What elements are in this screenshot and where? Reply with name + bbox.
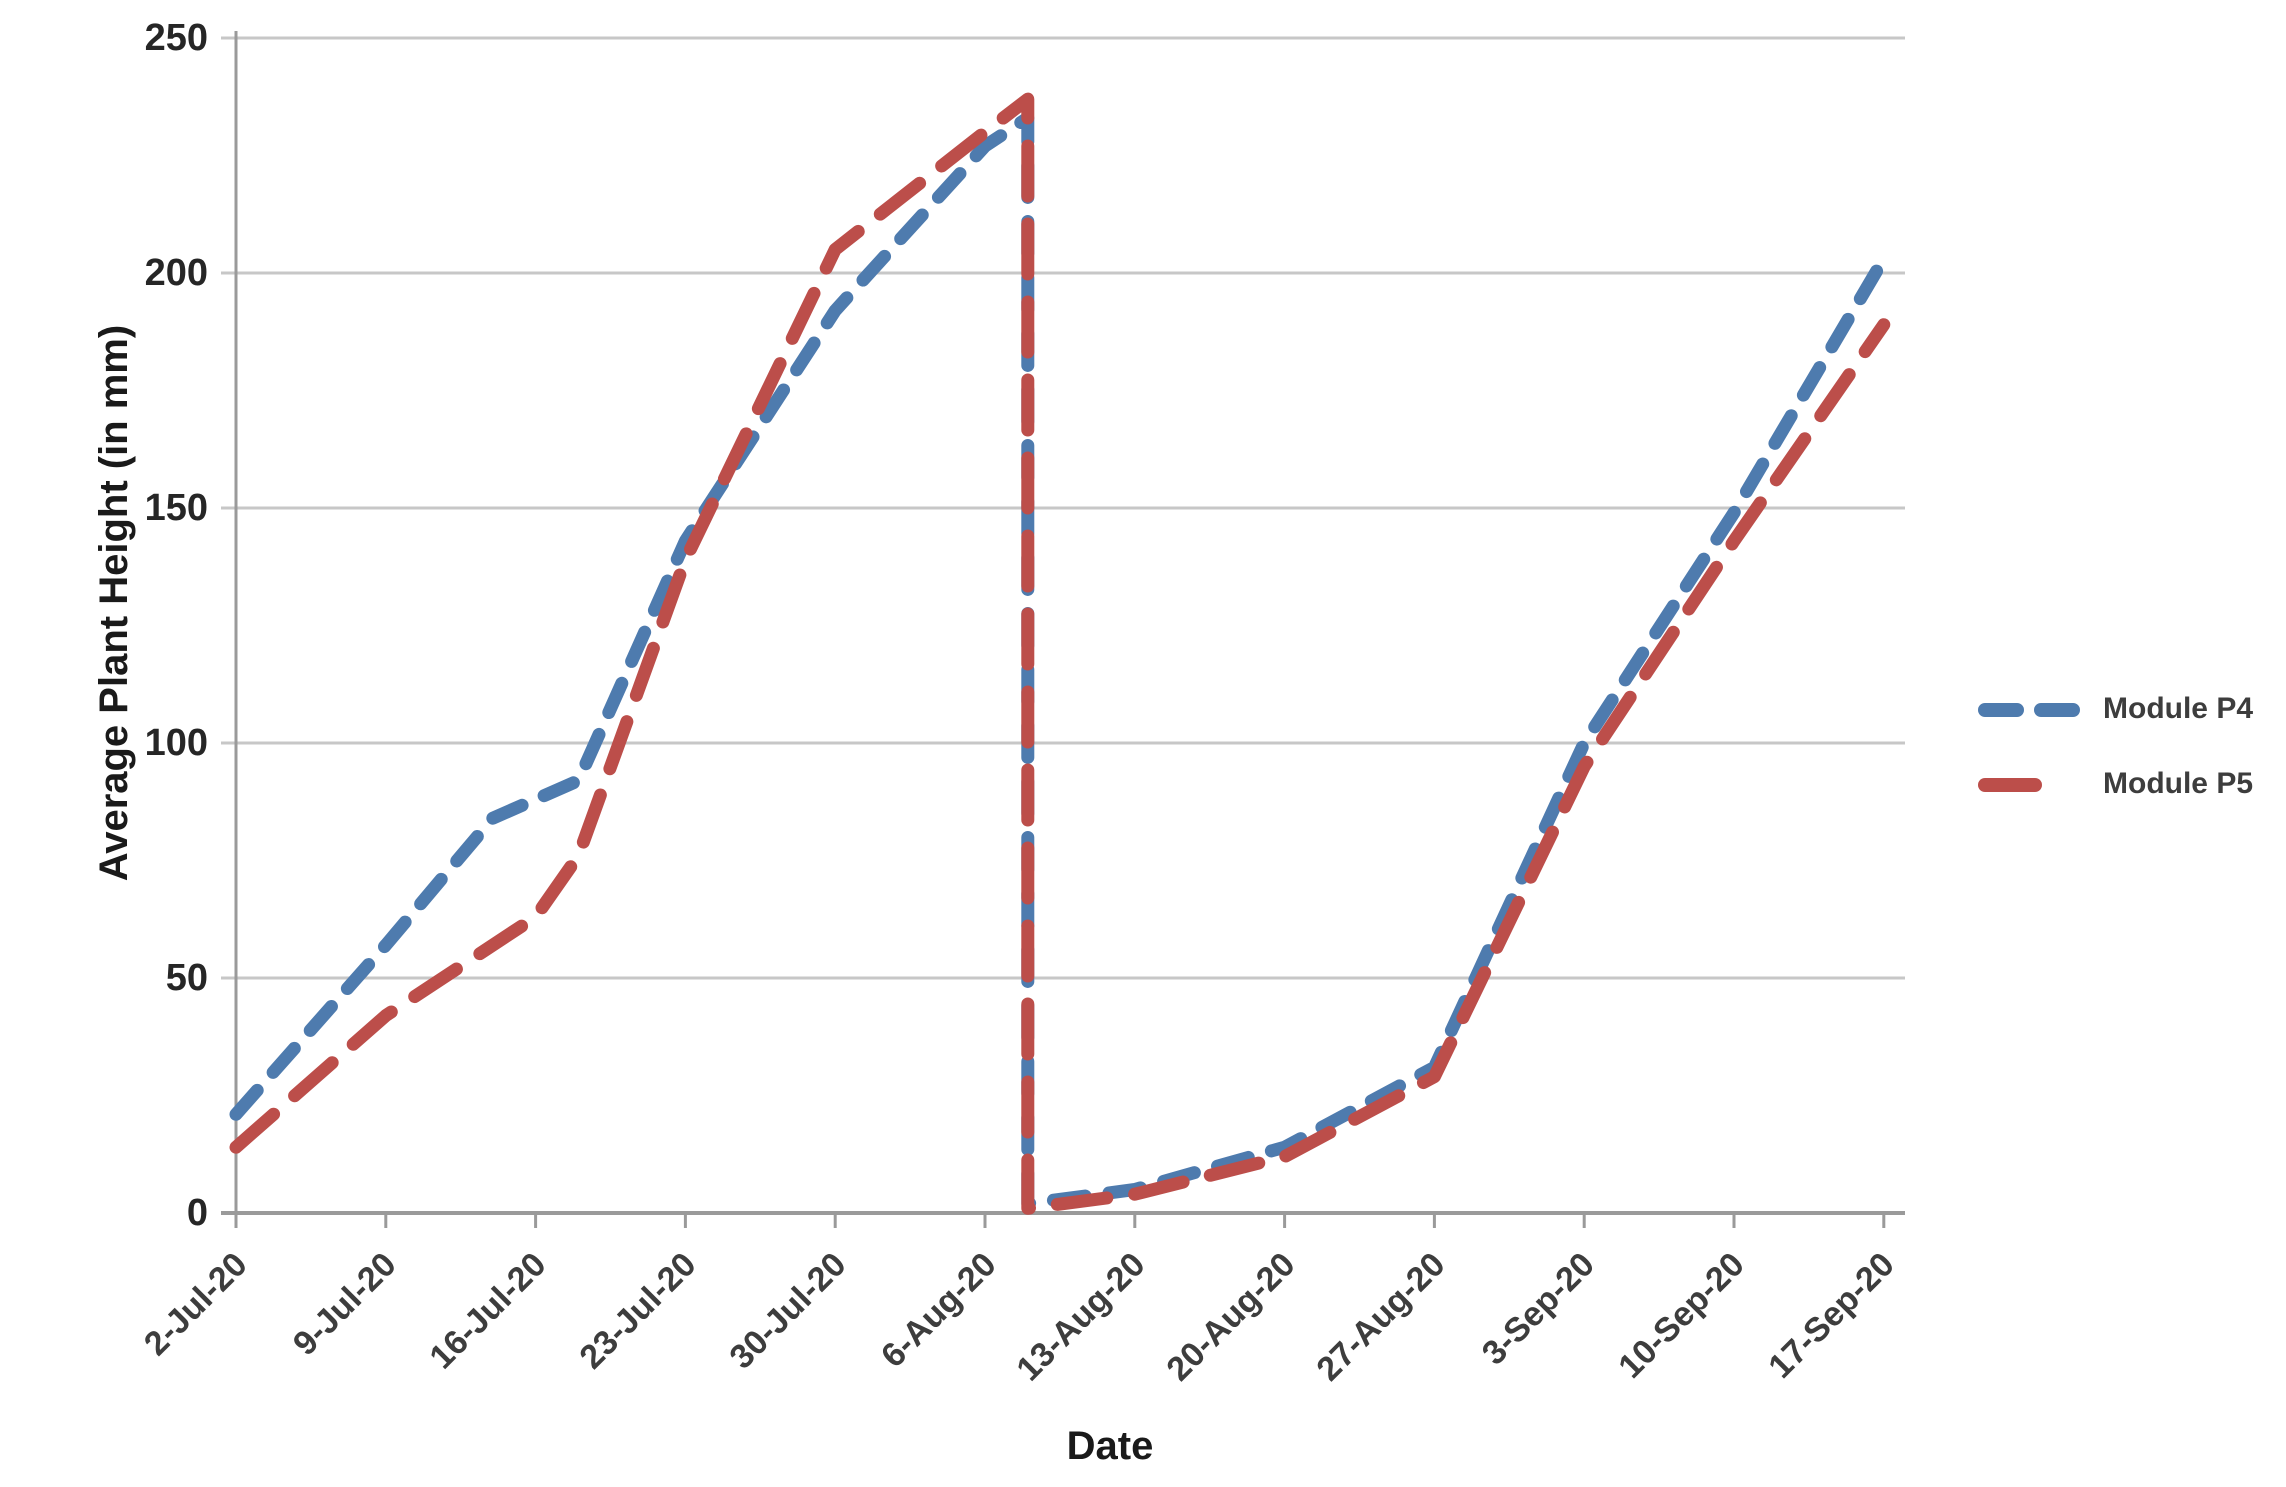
x-axis-title: Date [1066,1424,1154,1468]
legend-label-module-p4: Module P4 [2103,692,2254,725]
series-line-module-p4 [229,111,1891,1211]
gridlines-layer [221,36,1905,1215]
axes-layer [221,31,1905,1228]
y-tick-label-0: 0 [186,1192,208,1234]
legend-swatches-layer [1978,703,2092,792]
series-layer [229,92,1891,1215]
y-tick-label-100: 100 [144,722,208,764]
series-line-module-p5 [229,92,1891,1215]
y-tick-label-150: 150 [144,487,208,529]
y-tick-label-50: 50 [165,957,208,999]
y-axis-title: Average Plant Height (in mm) [92,324,136,882]
y-tick-label-250: 250 [144,17,208,59]
y-tick-label-200: 200 [144,252,208,294]
legend-label-module-p5: Module P5 [2103,767,2254,800]
